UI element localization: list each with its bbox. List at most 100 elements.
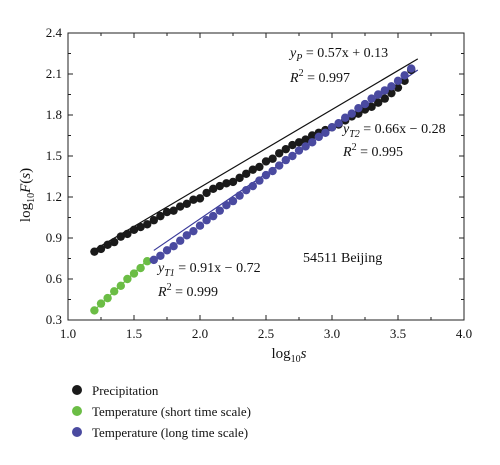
temp-long-point: [321, 128, 330, 137]
precipitation-point: [281, 144, 290, 154]
legend-item-temp-long: Temperature (long time scale): [72, 425, 248, 440]
y-tick-label: 0.3: [46, 312, 62, 327]
temp-long-point: [242, 185, 251, 195]
precipitation-point: [248, 165, 257, 174]
annotation-precip-fit: yP = 0.57x + 0.13: [288, 46, 388, 64]
temp-long-point: [149, 255, 158, 265]
temp-short-point: [110, 287, 119, 296]
precipitation-point: [123, 229, 132, 239]
temp-long-point: [380, 86, 389, 95]
temp-long-point: [261, 170, 271, 180]
temp-short-point: [143, 257, 152, 266]
temp-long-point: [189, 226, 198, 236]
precipitation-point: [129, 225, 139, 234]
y-axis-ticks: 0.3 0.6 0.9 1.2 1.5 1.8 2.1 2.4: [46, 25, 464, 327]
temp-short-point: [129, 269, 139, 278]
legend-item-temp-short: Temperature (short time scale): [72, 404, 251, 419]
temp-short-point: [90, 306, 99, 315]
temp-long-point: [360, 99, 370, 109]
precipitation-point: [301, 135, 310, 144]
precipitation-point: [156, 211, 165, 221]
temp-long-point: [314, 132, 323, 142]
legend: Precipitation Temperature (short time sc…: [72, 383, 251, 440]
legend-marker-temp-short: [72, 406, 82, 416]
precipitation-point: [261, 157, 271, 166]
temp-long-point: [334, 119, 343, 128]
precipitation-point: [136, 222, 145, 232]
annotation-precip-r2: R2 = 0.997: [289, 68, 350, 86]
temp-long-point: [294, 146, 304, 155]
temp-short-point: [116, 281, 126, 291]
precipitation-point: [215, 181, 224, 191]
temp-long-point: [235, 191, 244, 200]
y-tick-label: 1.5: [46, 148, 62, 163]
temp-long-point: [248, 181, 257, 191]
y-tick-label: 0.9: [46, 230, 62, 245]
temp-long-point: [281, 155, 290, 165]
temp-long-point: [374, 90, 383, 99]
x-axis-label: log10s: [271, 346, 306, 365]
precipitation-point: [110, 237, 119, 247]
precipitation-point: [116, 232, 126, 241]
temp-long-point: [195, 221, 205, 230]
annotation-temp-long-r2: R2 = 0.995: [342, 142, 403, 160]
legend-marker-temp-long: [72, 427, 82, 437]
temp-long-point: [288, 151, 297, 161]
precipitation-point: [96, 244, 106, 254]
x-tick-label: 2.0: [192, 326, 208, 341]
annotation-temp-short-fit: yT1 = 0.91x − 0.72: [156, 261, 261, 279]
y-tick-label: 1.2: [46, 189, 62, 204]
legend-marker-precipitation: [72, 385, 82, 395]
precipitation-point: [367, 102, 376, 112]
precipitation-point: [182, 199, 191, 209]
precipitation-point: [288, 140, 297, 150]
legend-label-temp-long: Temperature (long time scale): [92, 425, 248, 440]
temp-long-point: [308, 138, 317, 147]
precipitation-point: [374, 98, 383, 107]
temp-long-point: [169, 242, 178, 251]
temp-long-point: [156, 251, 165, 260]
precipitation-point: [235, 173, 244, 183]
precipitation-point: [308, 131, 317, 140]
annotation-temp-short-r2: R2 = 0.999: [157, 282, 218, 300]
temp-short-point: [123, 274, 132, 284]
temp-long-point: [407, 64, 416, 73]
precipitation-point: [228, 177, 238, 187]
precipitation-point: [176, 202, 185, 211]
temp-long-point: [393, 76, 403, 86]
legend-label-temp-short: Temperature (short time scale): [92, 404, 251, 419]
precipitation-point: [202, 188, 211, 198]
precipitation-point: [143, 220, 152, 229]
precipitation-point: [222, 179, 231, 188]
x-tick-label: 3.5: [390, 326, 406, 341]
temp-long-point: [367, 94, 376, 103]
temp-long-point: [387, 82, 396, 91]
precipitation-point: [268, 154, 277, 163]
precipitation-point: [393, 83, 403, 92]
temp-long-point: [301, 142, 310, 151]
legend-item-precipitation: Precipitation: [72, 383, 159, 398]
y-tick-label: 2.4: [46, 25, 63, 40]
temp-long-point: [341, 113, 350, 122]
precipitation-point: [380, 94, 389, 103]
precipitation-point: [242, 169, 251, 178]
temp-short-point: [103, 293, 112, 303]
temp-long-point: [222, 201, 231, 210]
annotation-temp-long-fit: yT2 = 0.66x − 0.28: [341, 122, 446, 140]
y-tick-label: 1.8: [46, 107, 62, 122]
temp-long-point: [182, 231, 191, 240]
fit-line-p: [94, 58, 419, 251]
temp-long-point: [347, 109, 356, 118]
precipitation-point: [169, 206, 178, 215]
station-label: 54511 Beijing: [303, 251, 382, 266]
temp-long-point: [215, 206, 224, 215]
temp-long-point: [162, 246, 172, 255]
x-tick-label: 4.0: [456, 326, 472, 341]
temp-long-point: [176, 236, 185, 245]
temp-long-point: [268, 166, 277, 176]
x-tick-label: 2.5: [258, 326, 274, 341]
precipitation-point: [162, 207, 172, 217]
temp-long-point: [327, 123, 337, 132]
temp-long-point: [202, 216, 211, 225]
